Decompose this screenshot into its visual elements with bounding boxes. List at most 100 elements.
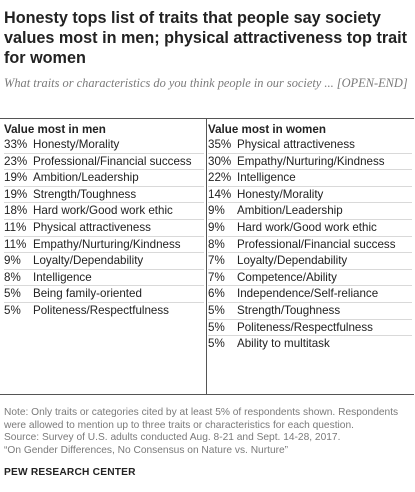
column-divider [206, 118, 207, 395]
row-value: 5% [208, 320, 225, 334]
table-row: 19% Ambition/Leadership [4, 171, 204, 188]
row-trait: Physical attractiveness [33, 221, 151, 234]
row-value: 8% [4, 270, 21, 284]
table-row: 9% Hard work/Good work ethic [208, 221, 408, 238]
row-trait: Empathy/Nurturing/Kindness [33, 237, 181, 251]
table-row: 9% Loyalty/Dependability [4, 254, 204, 271]
row-value: 9% [4, 254, 21, 268]
row-divider [4, 285, 204, 287]
row-value: 30% [208, 154, 232, 168]
row-trait: Being family-oriented [33, 287, 142, 301]
row-value: 8% [208, 237, 225, 251]
row-divider [4, 268, 204, 270]
row-value: 9% [208, 221, 225, 234]
table-row: 14% Honesty/Morality [208, 188, 408, 205]
chart-title: Honesty tops list of traits that people … [4, 9, 408, 67]
row-value: 11% [4, 221, 27, 234]
row-trait: Empathy/Nurturing/Kindness [237, 154, 385, 168]
row-trait: Politeness/Respectfulness [33, 304, 169, 317]
row-trait: Honesty/Morality [33, 138, 120, 151]
row-trait: Professional/Financial success [33, 154, 192, 168]
table-bottom-rule [0, 394, 414, 395]
row-divider [208, 335, 412, 337]
row-trait: Ambition/Leadership [237, 204, 343, 218]
row-trait: Strength/Toughness [33, 187, 137, 201]
table-row: 7% Competence/Ability [208, 271, 408, 288]
table-row: 23% Professional/Financial success [4, 155, 204, 172]
row-trait: Physical attractiveness [237, 138, 355, 151]
table-row: 5% Being family-oriented [4, 287, 204, 304]
row-trait: Hard work/Good work ethic [237, 221, 377, 234]
table-row: 5% Strength/Toughness [208, 304, 408, 321]
row-divider [208, 169, 412, 171]
row-divider [208, 218, 412, 220]
row-divider [4, 202, 204, 204]
table-row: 19% Strength/Toughness [4, 188, 204, 205]
row-divider [4, 235, 204, 237]
row-value: 33% [4, 138, 28, 151]
source-line: Source: Survey of U.S. adults conducted … [4, 432, 341, 443]
row-trait: Hard work/Good work ethic [33, 204, 173, 218]
row-divider [4, 169, 204, 171]
table-row: 33% Honesty/Morality [4, 138, 204, 155]
table-row: 5% Politeness/Respectfulness [4, 304, 204, 321]
row-trait: Competence/Ability [237, 270, 337, 284]
row-trait: Independence/Self-reliance [237, 287, 379, 301]
row-value: 35% [208, 138, 232, 151]
row-divider [4, 301, 204, 303]
table-row: 18% Hard work/Good work ethic [4, 204, 204, 221]
table-row: 5% Ability to multitask [208, 337, 408, 354]
table-row: 6% Independence/Self-reliance [208, 287, 408, 304]
chart-subtitle: What traits or characteristics do you th… [4, 76, 408, 90]
row-value: 19% [4, 171, 28, 185]
table-row: 8% Intelligence [4, 271, 204, 288]
table-row: 9% Ambition/Leadership [208, 204, 408, 221]
row-divider [208, 235, 412, 237]
table-row: 11% Empathy/Nurturing/Kindness [4, 238, 204, 255]
notes: Note: Only traits or categories cited by… [4, 407, 412, 457]
row-trait: Ability to multitask [237, 337, 330, 351]
row-trait: Ambition/Leadership [33, 171, 139, 185]
table-row: 35% Physical attractiveness [208, 138, 408, 155]
row-value: 5% [4, 304, 21, 317]
row-trait: Loyalty/Dependability [237, 254, 348, 268]
row-trait: Strength/Toughness [237, 304, 341, 317]
note-line: were allowed to mention up to three trai… [4, 419, 354, 431]
note-line: Note: Only traits or categories cited by… [4, 407, 399, 418]
men-column-header: Value most in men [4, 123, 106, 136]
row-value: 7% [208, 270, 225, 284]
women-column-header: Value most in women [208, 123, 326, 136]
row-divider [208, 152, 412, 154]
row-trait: Politeness/Respectfulness [237, 320, 373, 334]
row-divider [208, 301, 412, 303]
brand-logo-text: PEW RESEARCH CENTER [4, 467, 136, 478]
row-divider [208, 268, 412, 270]
table-row: 7% Loyalty/Dependability [208, 254, 408, 271]
row-divider [208, 318, 412, 320]
table-top-rule [0, 118, 414, 119]
row-divider [4, 252, 204, 254]
row-value: 6% [208, 287, 225, 301]
report-title-line: “On Gender Differences, No Consensus on … [4, 444, 289, 456]
row-trait: Honesty/Morality [237, 187, 324, 201]
row-value: 11% [4, 237, 27, 251]
row-trait: Professional/Financial success [237, 237, 396, 251]
row-trait: Loyalty/Dependability [33, 254, 144, 268]
traits-table: Value most in men 33% Honesty/Morality 23%… [0, 118, 414, 395]
row-divider [208, 285, 412, 287]
row-divider [208, 252, 412, 254]
row-value: 5% [208, 337, 225, 351]
table-row: 22% Intelligence [208, 171, 408, 188]
row-value: 9% [208, 204, 225, 218]
row-value: 7% [208, 254, 225, 268]
row-value: 14% [208, 187, 232, 201]
table-row: 8% Professional/Financial success [208, 238, 408, 255]
row-trait: Intelligence [33, 270, 92, 284]
row-divider [4, 218, 204, 220]
row-value: 5% [4, 287, 21, 301]
row-value: 23% [4, 154, 28, 168]
row-value: 18% [4, 204, 28, 218]
table-row: 30% Empathy/Nurturing/Kindness [208, 155, 408, 172]
row-divider [4, 185, 204, 187]
table-row: 11% Physical attractiveness [4, 221, 204, 238]
